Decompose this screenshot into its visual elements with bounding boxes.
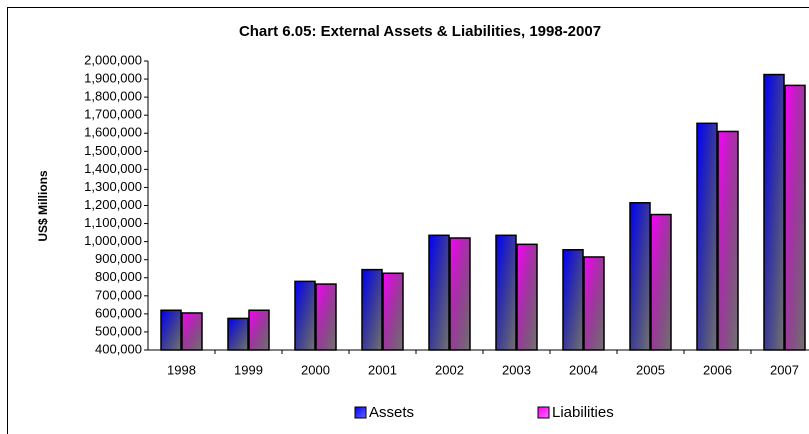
bar — [428, 234, 450, 351]
bar — [382, 272, 404, 351]
bar — [248, 309, 270, 351]
x-tick-label: 1998 — [167, 362, 196, 377]
legend-swatch — [537, 406, 550, 419]
bar — [227, 317, 249, 351]
y-tick-label: 1,800,000 — [84, 89, 142, 104]
y-tick-label: 1,300,000 — [84, 179, 142, 194]
y-tick-label: 1,000,000 — [84, 233, 142, 248]
y-tick-label: 1,700,000 — [84, 107, 142, 122]
x-tick-label: 2007 — [770, 362, 799, 377]
y-tick-label: 1,600,000 — [84, 125, 142, 140]
y-tick-label: 600,000 — [95, 305, 142, 320]
x-tick-label: 2003 — [502, 362, 531, 377]
legend-label: Liabilities — [552, 404, 614, 421]
legend-swatch — [354, 406, 367, 419]
y-tick-label: 1,900,000 — [84, 71, 142, 86]
bar — [583, 256, 605, 351]
bar — [294, 280, 316, 351]
y-tick-label: 400,000 — [95, 341, 142, 356]
chart-border — [7, 7, 809, 434]
bar — [495, 234, 517, 351]
x-tick-label: 1999 — [234, 362, 263, 377]
bar — [361, 268, 383, 351]
chart-title: Chart 6.05: External Assets & Liabilitie… — [239, 23, 601, 40]
bar — [562, 249, 584, 351]
bar — [696, 122, 718, 351]
bar — [717, 130, 739, 351]
y-tick-label: 1,100,000 — [84, 215, 142, 230]
bar — [629, 202, 651, 351]
bar — [449, 237, 471, 351]
x-tick-label: 2000 — [301, 362, 330, 377]
y-tick-label: 1,500,000 — [84, 143, 142, 158]
y-tick-label: 700,000 — [95, 287, 142, 302]
x-tick-label: 2002 — [435, 362, 464, 377]
y-tick-label: 800,000 — [95, 269, 142, 284]
y-axis-label: US$ Millions — [36, 170, 50, 242]
bar — [516, 243, 538, 351]
x-tick-label: 2001 — [368, 362, 397, 377]
bar — [784, 84, 806, 351]
y-tick-label: 1,200,000 — [84, 197, 142, 212]
bar — [160, 309, 182, 351]
y-tick-label: 900,000 — [95, 251, 142, 266]
x-tick-label: 2006 — [703, 362, 732, 377]
bar — [315, 283, 337, 351]
bar — [181, 312, 203, 351]
legend-label: Assets — [369, 404, 414, 421]
y-tick-label: 1,400,000 — [84, 161, 142, 176]
x-tick-label: 2005 — [636, 362, 665, 377]
x-tick-label: 2004 — [569, 362, 598, 377]
bar — [763, 73, 785, 351]
bar — [650, 213, 672, 351]
y-tick-label: 500,000 — [95, 323, 142, 338]
y-tick-label: 2,000,000 — [84, 52, 142, 67]
